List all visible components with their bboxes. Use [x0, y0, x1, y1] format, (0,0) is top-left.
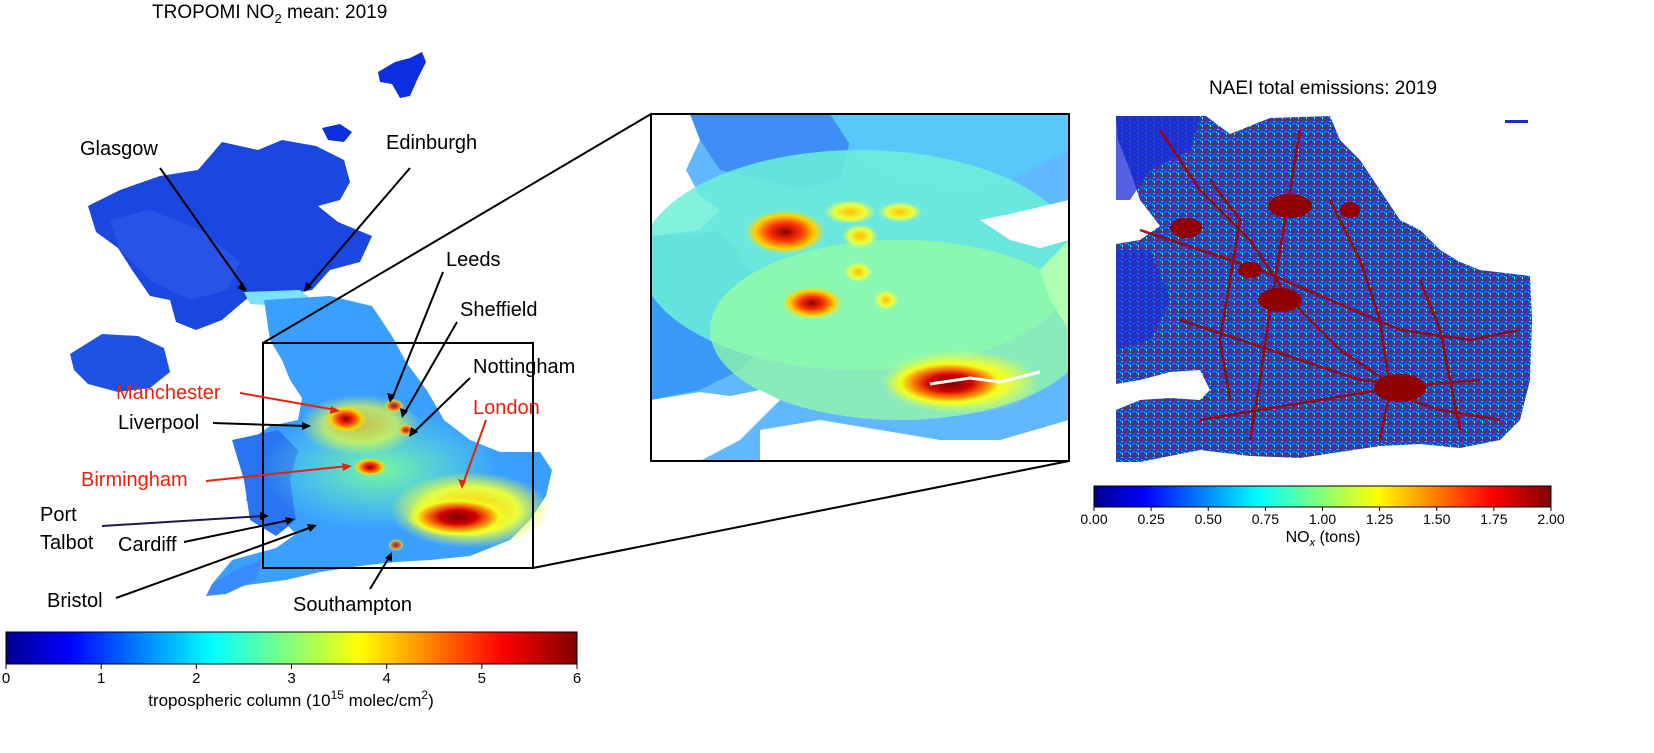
left-colorbar-tick-label: 3: [287, 670, 295, 687]
right-colorbar-tick-label: 0.50: [1195, 511, 1222, 527]
arrowhead-southampton: [385, 552, 392, 562]
arrowhead-cardiff: [285, 517, 295, 525]
arrowhead-london: [458, 479, 466, 489]
right-colorbar-tick-label: 0.75: [1252, 511, 1279, 527]
naei-emissions-map: [1116, 116, 1532, 462]
left-colorbar-tick-label: 0: [2, 670, 10, 687]
left-colorbar: 0 1 2 3 4 5 6 tropospheric column (1015 molec/…: [2, 631, 581, 710]
arrowhead-liverpool: [302, 422, 311, 430]
arrow-port-talbot: [101, 515, 265, 527]
inset-frame: [650, 113, 1070, 462]
right-colorbar-tick-label: 1.50: [1423, 511, 1450, 527]
city-label-london: London: [473, 397, 540, 419]
arrow-cardiff: [183, 519, 291, 543]
right-colorbar-label: NOx (tons): [1286, 529, 1361, 549]
city-label-talbot: Talbot: [40, 532, 94, 554]
arrow-manchester: [239, 392, 337, 411]
left-colorbar-ticks: 0 1 2 3 4 5 6: [2, 664, 581, 687]
right-panel: NAEI total emissions: 2019: [1080, 78, 1564, 549]
arrowhead-manchester: [330, 406, 340, 414]
arrow-bristol: [115, 526, 313, 599]
arrowhead-bristol: [307, 524, 317, 532]
arrow-southampton: [369, 555, 391, 590]
inset-region-box: [262, 342, 534, 569]
arrowhead-glasgow: [237, 282, 246, 292]
left-colorbar-label: tropospheric column (1015 molec/cm2): [148, 688, 434, 710]
left-colorbar-gradient: [5, 631, 578, 665]
left-colorbar-tick-label: 6: [573, 670, 581, 687]
zoom-connector-top: [262, 113, 652, 344]
city-label-leeds: Leeds: [446, 249, 501, 271]
city-label-birmingham: Birmingham: [81, 469, 188, 491]
city-label-glasgow: Glasgow: [80, 138, 158, 160]
right-colorbar-tick-label: 0.25: [1138, 511, 1165, 527]
left-colorbar-tick-label: 5: [478, 670, 486, 687]
arrowhead-birmingham: [342, 463, 352, 471]
arrow-london: [462, 419, 487, 485]
left-panel: TROPOMI NO2 mean: 2019: [2, 2, 1070, 710]
left-title: TROPOMI NO2 mean: 2019: [152, 2, 387, 26]
arrow-sheffield: [403, 321, 458, 415]
city-annotations: Glasgow Edinburgh Leeds Sheffield Nottin…: [40, 132, 575, 616]
city-label-nottingham: Nottingham: [473, 356, 575, 378]
arrowhead-port-talbot: [260, 512, 269, 520]
arrow-liverpool: [212, 422, 307, 427]
left-colorbar-tick-label: 1: [97, 670, 105, 687]
arrowhead-edinburgh: [304, 282, 312, 292]
right-colorbar: 0.00 0.25 0.50 0.75 1.00 1.25 1.50 1.75 2.00 NOx…: [1080, 485, 1565, 549]
city-label-manchester: Manchester: [116, 382, 221, 404]
right-colorbar-tick-label: 2.00: [1537, 511, 1564, 527]
city-label-sheffield: Sheffield: [460, 299, 537, 321]
city-label-edinburgh: Edinburgh: [386, 132, 477, 154]
right-colorbar-tick-label: 1.75: [1480, 511, 1507, 527]
right-colorbar-ticks: 0.00 0.25 0.50 0.75 1.00 1.25 1.50 1.75 2.00: [1080, 507, 1565, 527]
arrow-birmingham: [205, 465, 349, 482]
zoom-connector-bottom: [532, 460, 1070, 569]
inset-zoom-map: [650, 113, 1070, 462]
arrowhead-sheffield: [400, 408, 408, 418]
city-label-cardiff: Cardiff: [118, 534, 177, 556]
city-label-port: Port: [40, 504, 77, 526]
right-colorbar-tick-label: 1.25: [1366, 511, 1393, 527]
right-title: NAEI total emissions: 2019: [1209, 78, 1437, 99]
right-colorbar-tick-label: 1.00: [1309, 511, 1336, 527]
arrow-edinburgh: [305, 167, 411, 290]
city-label-liverpool: Liverpool: [118, 412, 199, 434]
uk-no2-map: [70, 52, 552, 596]
right-colorbar-tick-label: 0.00: [1080, 511, 1107, 527]
arrow-glasgow: [159, 167, 247, 291]
right-colorbar-gradient: [1093, 485, 1552, 508]
arrowhead-nottingham: [409, 427, 418, 437]
city-label-southampton: Southampton: [293, 594, 412, 616]
arrowhead-leeds: [387, 393, 395, 403]
arrow-leeds: [391, 271, 444, 400]
left-colorbar-tick-label: 4: [382, 670, 390, 687]
arrow-nottingham: [411, 377, 471, 435]
left-colorbar-tick-label: 2: [192, 670, 200, 687]
city-label-bristol: Bristol: [47, 590, 103, 612]
